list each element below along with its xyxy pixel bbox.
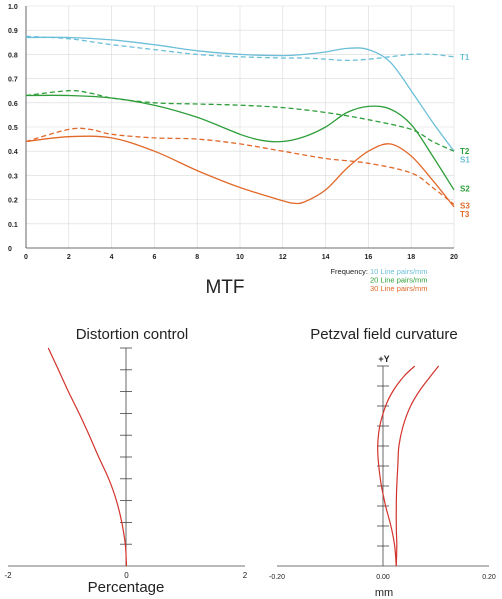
mtf-x-tick-label: 6 [152, 254, 156, 261]
mtf-series-label: S1 [460, 156, 470, 165]
mtf-y-tick-label: 0.4 [8, 149, 18, 156]
petzval-series [377, 365, 440, 567]
mtf-series-label: S3 [460, 202, 470, 211]
petzval-chart: Petzval field curvature +Y -0.20 0.00 0.20… [269, 326, 496, 599]
mtf-x-tick-label: 20 [450, 254, 458, 261]
mtf-y-tick-label: 0.9 [8, 28, 18, 35]
distortion-chart: Distortion control -2 0 2 Percentage [4, 326, 247, 596]
distortion-x-label: Percentage [88, 579, 165, 596]
legend-prefix: Frequency: [330, 267, 368, 276]
legend-entry: 10 Line pairs/mm [370, 267, 428, 276]
mtf-series-s1 [25, 36, 455, 152]
petzval-x-tick-label: 0.00 [376, 574, 390, 581]
petzval-x-label: mm [375, 587, 393, 599]
mtf-axes [25, 6, 454, 249]
mtf-series-t2 [25, 89, 455, 152]
distortion-tick-labels: -2 0 2 [4, 571, 247, 580]
mtf-series-label: T1 [460, 53, 470, 62]
mtf-x-tick-label: 14 [322, 254, 330, 261]
petzval-x-tick-label: -0.20 [269, 574, 285, 581]
mtf-x-tick-label: 10 [236, 254, 244, 261]
mtf-y-tick-label: 0.1 [8, 222, 18, 229]
mtf-y-tick-label: 0.6 [8, 101, 18, 108]
mtf-series-label: S2 [460, 185, 470, 194]
mtf-x-tick-label: 4 [110, 254, 114, 261]
distortion-x-tick-label: -2 [4, 571, 12, 580]
mtf-grid [25, 5, 455, 249]
mtf-y-tick-label: 0.2 [8, 198, 18, 205]
mtf-x-tick-label: 12 [279, 254, 287, 261]
petzval-curve [395, 365, 440, 567]
petzval-curve [377, 365, 416, 567]
mtf-series [25, 35, 455, 208]
mtf-series-label: T3 [460, 210, 470, 219]
mtf-y-tick-label: 0 [8, 246, 12, 253]
mtf-x-tick-label: 0 [24, 254, 28, 261]
mtf-x-tick-label: 2 [67, 254, 71, 261]
petzval-x-tick-label: 0.20 [482, 574, 496, 581]
mtf-y-tick-label: 1.0 [8, 4, 18, 11]
distortion-series [47, 347, 128, 567]
petzval-axes [277, 365, 489, 567]
distortion-title: Distortion control [76, 326, 189, 343]
mtf-y-tick-label: 0.8 [8, 52, 18, 59]
mtf-series-t1 [25, 35, 455, 62]
petzval-title: Petzval field curvature [310, 326, 458, 343]
mtf-x-tick-label: 18 [407, 254, 415, 261]
mtf-series-t3 [25, 127, 455, 205]
mtf-title: MTF [205, 277, 244, 298]
distortion-curve [47, 347, 128, 567]
legend-entry: 20 Line pairs/mm [370, 276, 428, 285]
mtf-x-tick-label: 8 [195, 254, 199, 261]
mtf-y-tick-label: 0.5 [8, 125, 18, 132]
mtf-series-label: T2 [460, 147, 470, 156]
mtf-tick-labels: 0 0.1 0.2 0.3 0.4 0.5 0.6 0.7 0.8 0.9 1.0 0 2 4 6 8 10 12… [8, 4, 458, 261]
distortion-x-tick-label: 0 [124, 571, 129, 580]
petzval-tick-labels: -0.20 0.00 0.20 [269, 574, 496, 581]
mtf-y-tick-label: 0.3 [8, 173, 18, 180]
distortion-axes [8, 347, 245, 567]
legend-entry: 30 Line pairs/mm [370, 284, 428, 293]
distortion-x-tick-label: 2 [243, 571, 248, 580]
mtf-x-tick-label: 16 [365, 254, 373, 261]
mtf-y-tick-label: 0.7 [8, 77, 18, 84]
mtf-series-s3 [25, 135, 455, 208]
petzval-y-label: +Y [378, 354, 389, 364]
